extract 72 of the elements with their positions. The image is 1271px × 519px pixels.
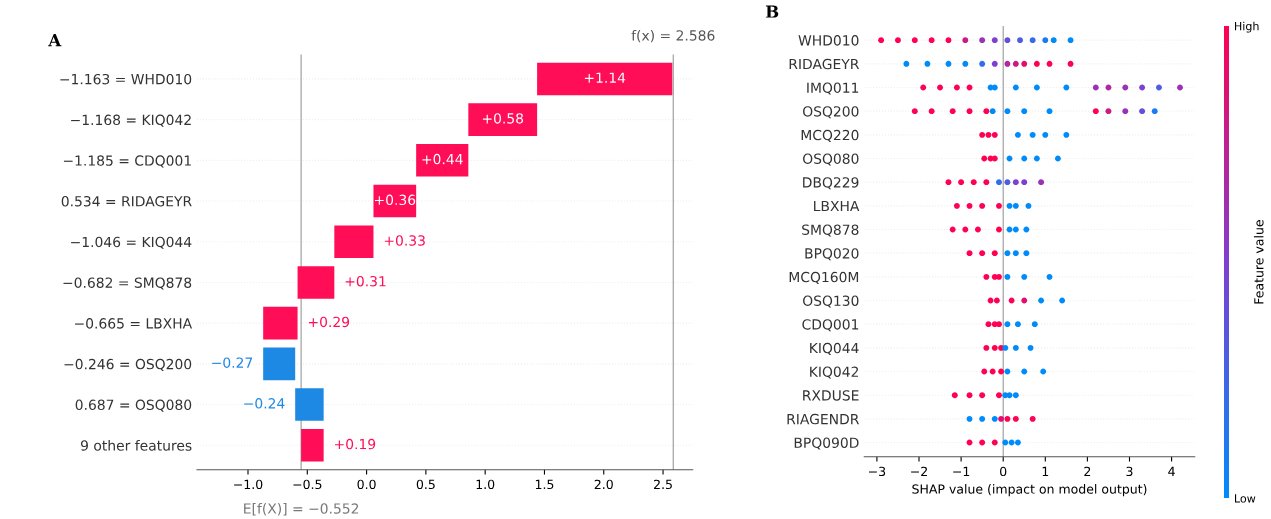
y-tick-label: −1.163 = WHD010: [60, 73, 192, 85]
y-tick-label: CDQ001: [802, 319, 859, 332]
data-label: +0.29: [308, 316, 350, 328]
bar: [537, 62, 673, 96]
bar: [263, 347, 296, 381]
y-tick-label: −1.185 = CDQ001: [63, 155, 191, 168]
color-bar-title: Feature value: [1253, 220, 1264, 304]
color-bar-label: High: [1235, 21, 1259, 33]
y-tick-label: RIDAGEYR: [789, 58, 860, 70]
x-tick-label: 0: [1000, 466, 1007, 477]
x-tick-label: 1.0: [476, 479, 495, 490]
data-label: −0.27: [212, 357, 253, 368]
x-axis-title: SHAP value (impact on model output): [912, 484, 1147, 497]
bar: [468, 103, 538, 136]
y-tick-label: BPQ020: [805, 248, 859, 261]
x-tick-label: −2: [911, 466, 927, 476]
data-label: −0.24: [244, 398, 285, 409]
x-tick-label: 1: [1042, 466, 1049, 476]
data-label: +0.44: [422, 153, 463, 165]
y-tick-label: RXDUSE: [803, 390, 859, 401]
bar: [301, 428, 324, 462]
ref-line-label: f(x) = 2.586: [631, 29, 715, 43]
x-tick-label: −1: [953, 466, 970, 476]
data-label: +0.19: [335, 438, 376, 450]
y-tick-label: IMQ011: [807, 82, 859, 95]
bar: [416, 144, 469, 177]
x-tick-label: −0.5: [293, 479, 322, 490]
y-tick-label: WHD010: [798, 35, 859, 46]
y-tick-label: MCQ160M: [789, 271, 859, 284]
y-tick-label: LBXHA: [814, 200, 860, 212]
bar: [295, 388, 324, 421]
bar: [373, 184, 417, 218]
y-tick-label: OSQ200: [803, 106, 859, 119]
x-tick-label: 0.0: [357, 479, 376, 490]
y-tick-label: KIQ042: [810, 366, 859, 379]
y-tick-label: −1.168 = KIQ042: [71, 114, 191, 127]
chart-title: B: [765, 5, 779, 18]
y-tick-label: −1.046 = KIQ044: [71, 236, 192, 249]
y-tick-label: OSQ130: [803, 295, 859, 308]
x-tick-label: 2.5: [654, 479, 672, 490]
x-tick-label: 3: [1126, 466, 1133, 477]
y-tick-label: 9 other features: [80, 439, 192, 451]
y-tick-label: −0.246 = OSQ200: [64, 358, 192, 371]
data-label: +1.14: [584, 72, 626, 83]
color-bar-label: Low: [1235, 494, 1256, 503]
data-label: +0.33: [384, 235, 425, 246]
x-tick-label: 2.0: [594, 479, 613, 490]
x-tick-label: 0.5: [416, 479, 435, 490]
x-tick-label: −1.0: [234, 479, 263, 490]
ref-line-label: E[f(X)] = −0.552: [244, 503, 359, 516]
y-tick-label: 0.534 = RIDAGEYR: [61, 196, 192, 207]
y-tick-label: OSQ080: [803, 153, 859, 166]
x-tick-label: 1.5: [535, 479, 554, 490]
y-tick-label: DBQ229: [803, 177, 859, 190]
data-label: +0.31: [345, 275, 386, 287]
y-tick-label: KIQ044: [810, 342, 859, 355]
data-label: +0.36: [375, 194, 416, 206]
x-tick-label: −3: [869, 466, 886, 477]
y-tick-label: SMQ878: [802, 224, 859, 237]
bar: [334, 225, 374, 259]
y-tick-label: BPQ090D: [794, 437, 859, 450]
y-tick-label: RIAGENDR: [787, 413, 860, 425]
y-tick-label: 0.687 = OSQ080: [75, 399, 192, 412]
bar: [263, 306, 298, 340]
x-tick-label: 4: [1168, 466, 1175, 476]
bar: [297, 266, 335, 299]
y-tick-label: MCQ220: [801, 129, 859, 142]
data-label: +0.58: [482, 113, 524, 124]
x-tick-label: 2: [1084, 466, 1091, 476]
y-tick-label: −0.682 = SMQ878: [63, 277, 192, 290]
y-tick-label: −0.665 = LBXHA: [75, 318, 193, 329]
text: A: [48, 34, 62, 47]
